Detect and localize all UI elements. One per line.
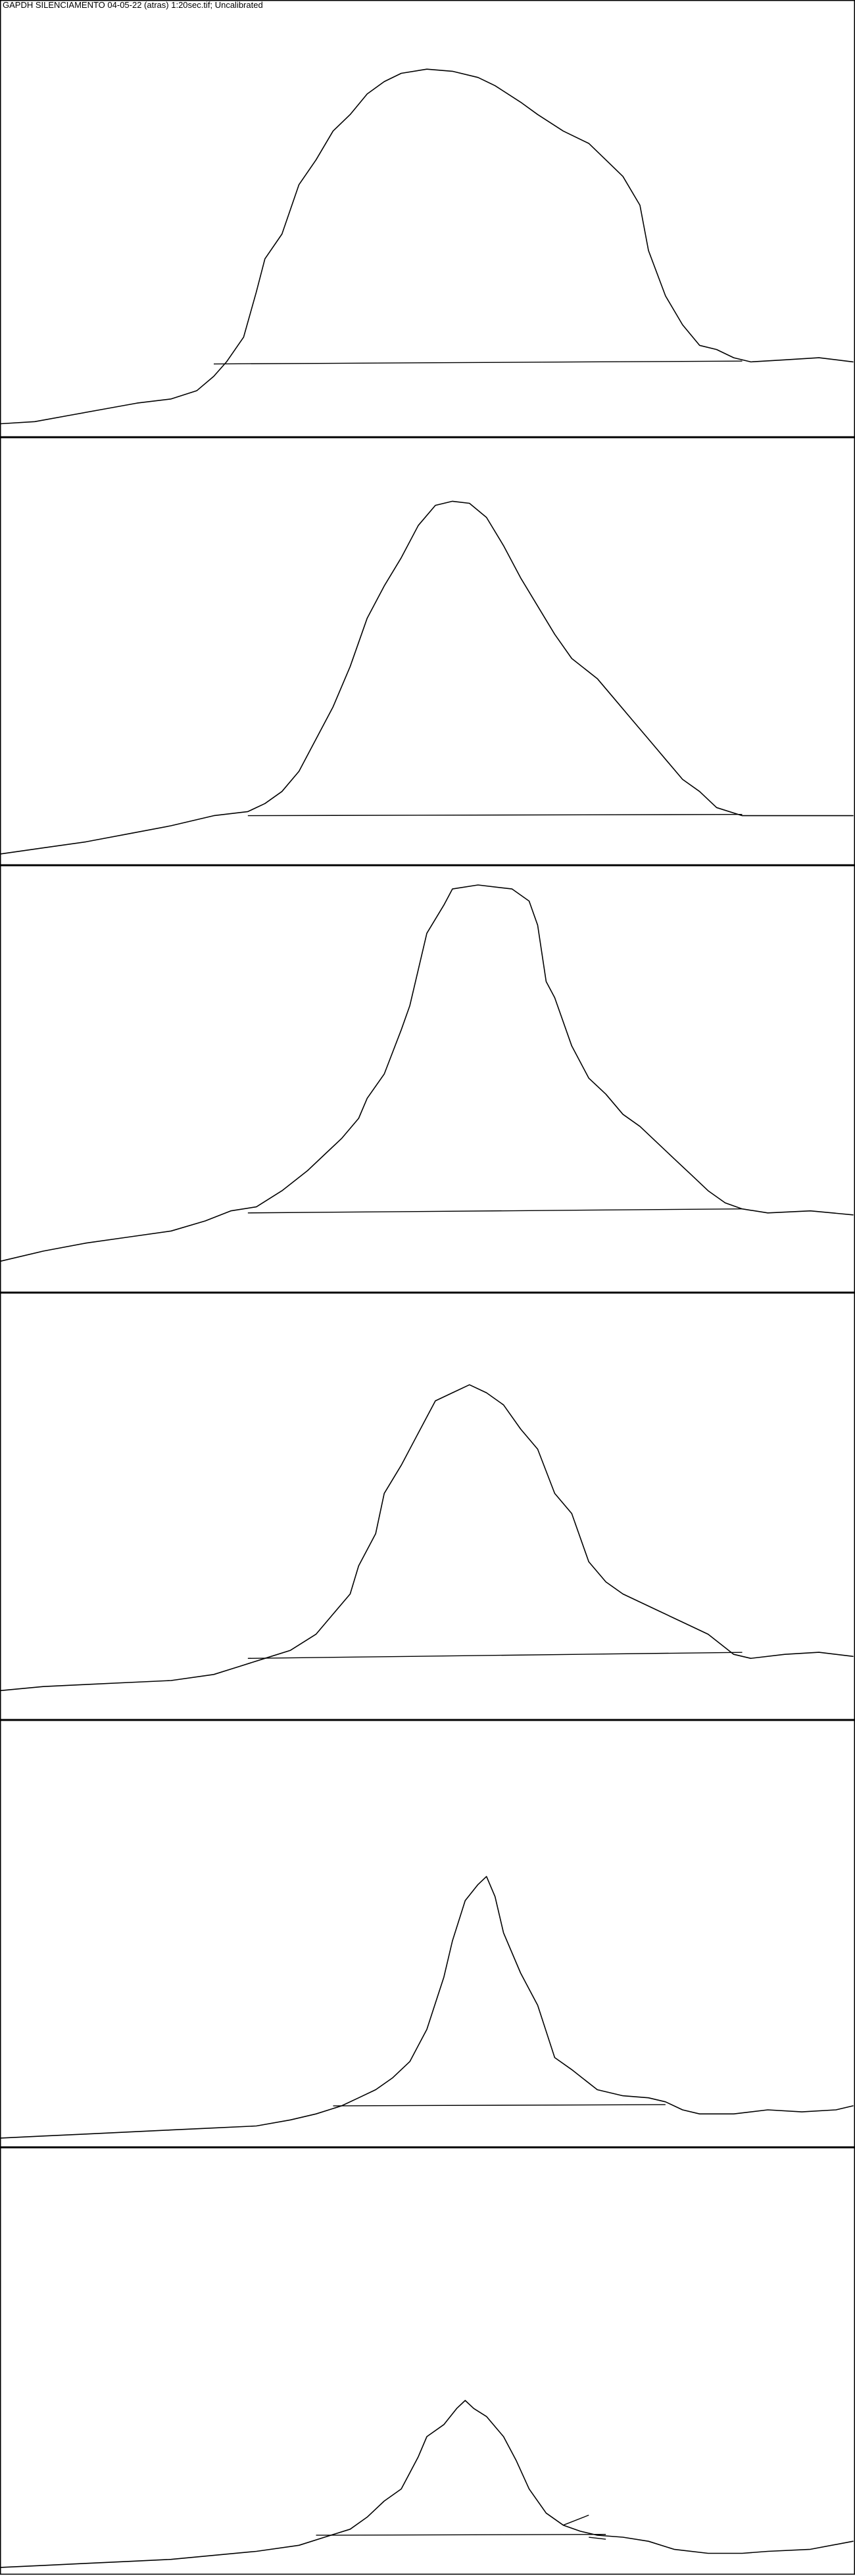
lane-baseline-2 <box>247 814 743 817</box>
lane-6-mark-2 <box>589 2537 606 2540</box>
lane-frame-2 <box>0 437 855 865</box>
lane-baseline-3 <box>247 1208 743 1214</box>
lane-frame-5 <box>0 1720 855 2147</box>
lane-frame-4 <box>0 1293 855 1720</box>
lane-profile-line-6 <box>0 2400 854 2568</box>
lane-profile-line-1 <box>0 68 854 425</box>
lane-frame-3 <box>0 865 855 1293</box>
lane-profile-line-5 <box>0 1876 854 2139</box>
lane-profile-line-3 <box>0 884 854 1262</box>
lane-profile-line-4 <box>0 1384 854 1692</box>
window-title: GAPDH SILENCIAMENTO 04-05-22 (atras) 1:2… <box>3 0 263 10</box>
lane-baseline-1 <box>213 360 743 365</box>
lane-frame-1 <box>0 0 855 437</box>
lane-frame-6 <box>0 2147 855 2575</box>
lane-baseline-4 <box>247 1652 743 1659</box>
lane-baseline-5 <box>333 2104 666 2107</box>
lane-6-mark-1 <box>563 2514 589 2526</box>
lane-profile-line-2 <box>0 500 854 855</box>
